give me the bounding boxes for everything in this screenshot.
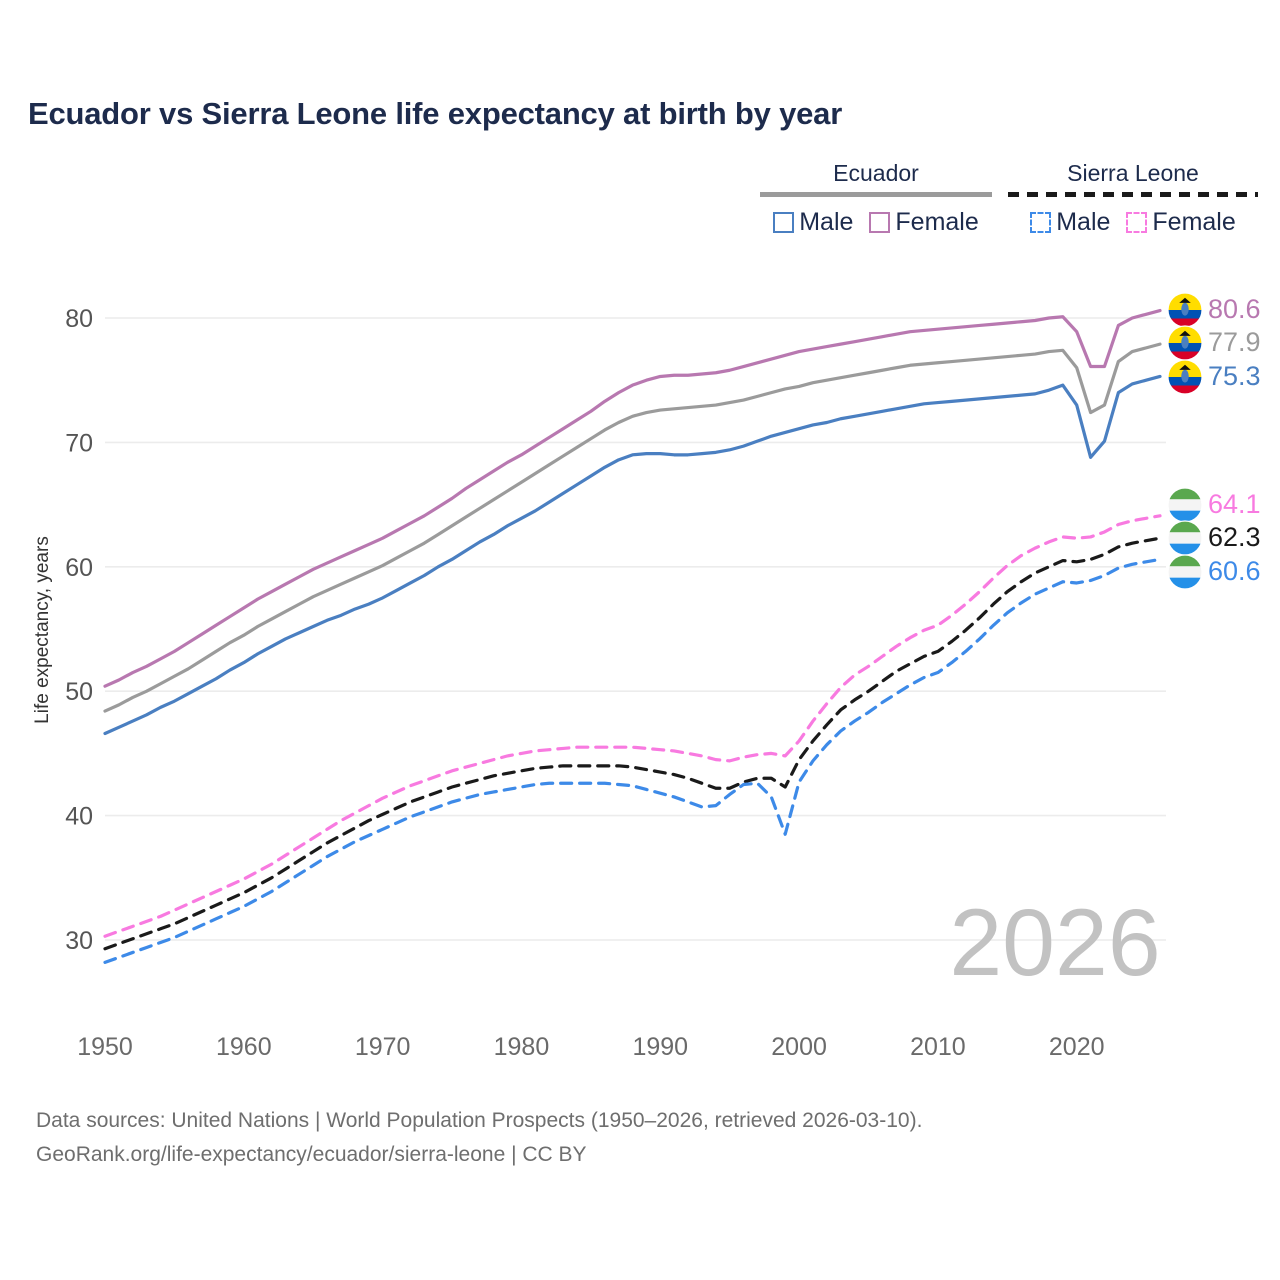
series-line-ecuador-male [103, 374, 1162, 736]
footer: Data sources: United Nations | World Pop… [36, 1104, 1236, 1172]
series-line-ecuador-total [103, 342, 1162, 713]
x-tick-label: 1950 [77, 1033, 133, 1061]
series-line-sierra-leone-total [103, 536, 1162, 951]
page-title: Ecuador vs Sierra Leone life expectancy … [28, 96, 843, 131]
sierra-leone-flag-icon [1167, 554, 1203, 590]
legend-swatch-icon [1030, 212, 1052, 233]
legend-item-sierra-leone-female[interactable]: Female [1126, 208, 1236, 236]
ecuador-flag-icon [1167, 325, 1203, 361]
legend-group-rule [760, 192, 992, 197]
legend-swatch-icon [869, 212, 891, 233]
end-value-label: 60.6 [1208, 556, 1261, 586]
end-value-label: 80.6 [1208, 294, 1261, 324]
y-tick-label: 80 [65, 305, 93, 333]
x-tick-label: 1960 [216, 1033, 272, 1061]
watermark-year: 2026 [949, 890, 1160, 996]
y-tick-label: 50 [65, 678, 93, 706]
legend-swatch-icon [1126, 212, 1148, 233]
legend-items: Male Female [760, 210, 992, 235]
end-value-label: 75.3 [1208, 361, 1261, 391]
legend-item-label: Female [895, 208, 979, 236]
y-tick-label: 70 [65, 429, 93, 457]
series-line-ecuador-female [103, 308, 1162, 688]
svg-text:2026: 2026 [949, 890, 1160, 996]
legend-item-ecuador-male[interactable]: Male [773, 210, 853, 235]
x-tick-label: 2000 [771, 1033, 827, 1061]
legend-group-rule [1008, 192, 1258, 197]
sierra-leone-flag-icon [1167, 487, 1203, 523]
legend-group-title: Ecuador [833, 160, 919, 186]
legend-group-sierra-leone: Sierra Leone Male Female [1008, 160, 1258, 235]
end-value-label: 77.9 [1208, 327, 1261, 357]
legend-group-title: Sierra Leone [1067, 160, 1199, 186]
end-value-label: 62.3 [1208, 522, 1261, 552]
series-lines [103, 308, 1162, 964]
legend-item-label: Male [799, 208, 854, 236]
legend-item-label: Male [1056, 208, 1111, 236]
gridlines [105, 317, 1166, 941]
svg-text:Life expectancy, years: Life expectancy, years [32, 536, 53, 724]
footer-attribution: GeoRank.org/life-expectancy/ecuador/sier… [36, 1143, 587, 1167]
ecuador-flag-icon [1167, 359, 1203, 395]
y-axis-title: Life expectancy, years [32, 536, 53, 724]
x-tick-label: 1990 [632, 1033, 688, 1061]
legend-items: Male Female [1008, 210, 1258, 235]
series-line-sierra-leone-male [103, 557, 1162, 964]
footer-data-sources: Data sources: United Nations | World Pop… [36, 1109, 923, 1132]
y-tick-label: 60 [65, 554, 93, 582]
ecuador-flag-icon [1167, 292, 1203, 328]
x-tick-label: 2020 [1049, 1033, 1105, 1061]
x-tick-label: 1980 [494, 1033, 550, 1061]
sierra-leone-flag-icon [1167, 520, 1203, 556]
legend-item-sierra-leone-male[interactable]: Male [1030, 210, 1110, 235]
end-value-markers: 80.677.9 75.3 64.162.3 60.6 [1167, 292, 1261, 590]
legend-item-label: Female [1152, 208, 1236, 236]
legend-swatch-icon [773, 212, 795, 233]
y-axis-ticks: 30 40 50 60 70 80 [65, 305, 93, 955]
legend-item-ecuador-female[interactable]: Female [869, 208, 979, 236]
end-value-label: 64.1 [1208, 489, 1261, 519]
series-line-sierra-leone-female [103, 514, 1162, 938]
legend-group-ecuador: Ecuador Male Female [760, 160, 992, 235]
x-tick-label: 2010 [910, 1033, 966, 1061]
x-axis-ticks: 1950 1960 1970 1980 1990 2000 2010 2020 [77, 1033, 1104, 1061]
y-tick-label: 40 [65, 803, 93, 831]
x-tick-label: 1970 [355, 1033, 411, 1061]
y-tick-label: 30 [65, 927, 93, 955]
chart-legend: Ecuador Male Female Sierra Leone Male Female [760, 160, 1260, 240]
